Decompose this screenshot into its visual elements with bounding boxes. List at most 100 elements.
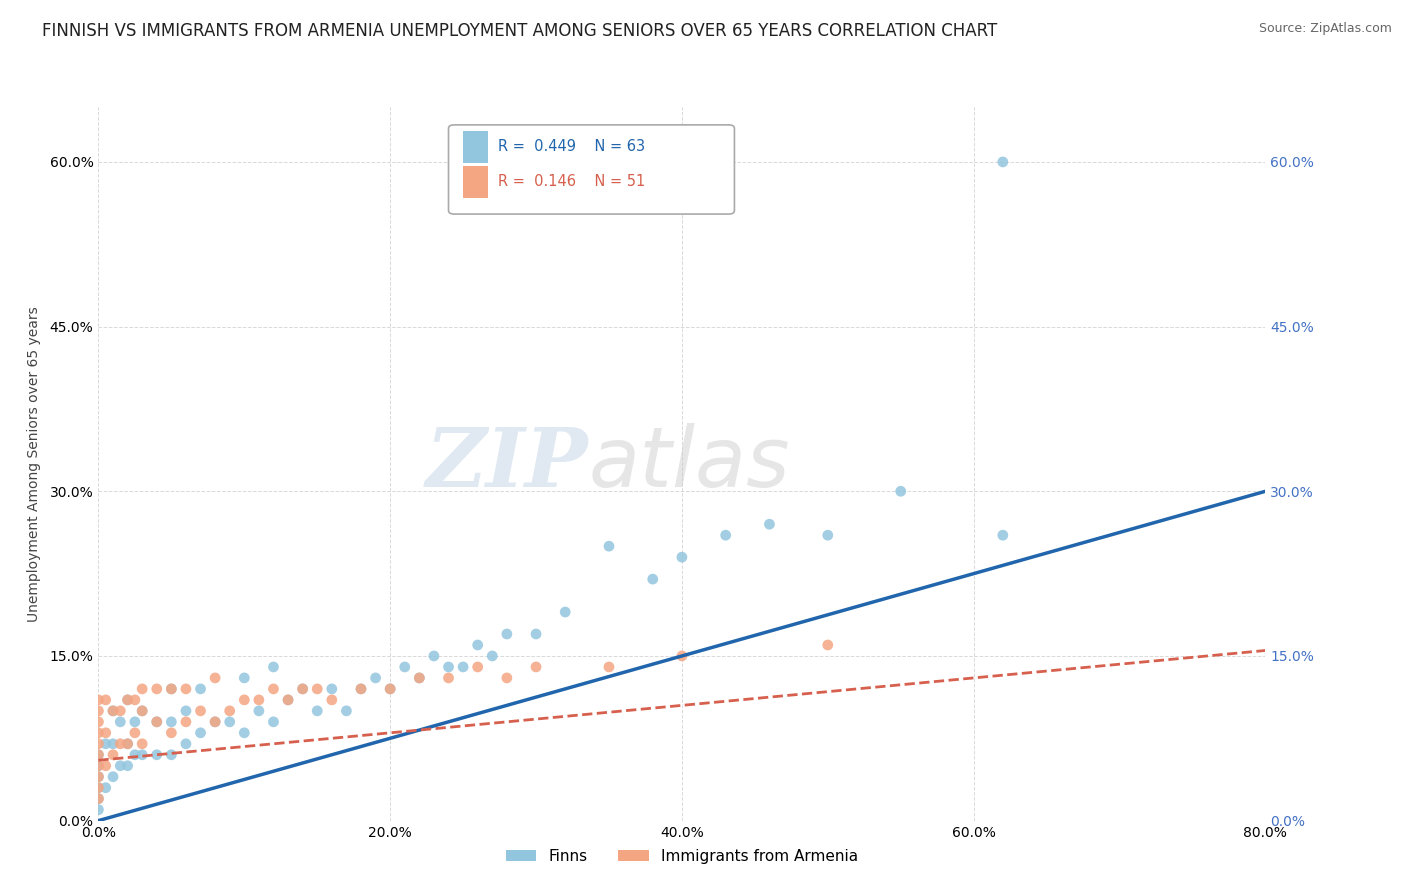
Point bbox=[262, 660, 284, 674]
Point bbox=[671, 550, 693, 565]
Point bbox=[641, 572, 664, 586]
Point bbox=[146, 681, 169, 696]
Point bbox=[291, 681, 314, 696]
Legend: Finns, Immigrants from Armenia: Finns, Immigrants from Armenia bbox=[499, 843, 865, 870]
FancyBboxPatch shape bbox=[449, 125, 734, 214]
Point bbox=[671, 648, 693, 663]
Point bbox=[190, 704, 212, 718]
Point bbox=[408, 671, 430, 685]
Text: ZIP: ZIP bbox=[426, 424, 589, 504]
Point bbox=[101, 704, 124, 718]
Point bbox=[87, 791, 110, 805]
Point bbox=[495, 627, 517, 641]
Point bbox=[87, 747, 110, 762]
Point bbox=[247, 704, 270, 718]
Point bbox=[758, 517, 780, 532]
Point bbox=[101, 770, 124, 784]
Point bbox=[817, 528, 839, 542]
Point bbox=[94, 726, 117, 740]
Point bbox=[101, 737, 124, 751]
Point bbox=[117, 693, 139, 707]
Point bbox=[495, 671, 517, 685]
Point bbox=[110, 704, 132, 718]
Point bbox=[87, 780, 110, 795]
Point bbox=[467, 660, 489, 674]
Point bbox=[117, 758, 139, 772]
Point bbox=[364, 671, 387, 685]
Point bbox=[117, 737, 139, 751]
FancyBboxPatch shape bbox=[463, 166, 488, 198]
Point bbox=[87, 770, 110, 784]
Point bbox=[291, 681, 314, 696]
Point bbox=[321, 693, 343, 707]
Point bbox=[131, 681, 153, 696]
FancyBboxPatch shape bbox=[463, 130, 488, 162]
Point bbox=[218, 704, 240, 718]
Point bbox=[124, 726, 146, 740]
Point bbox=[190, 726, 212, 740]
Point bbox=[131, 704, 153, 718]
Point bbox=[87, 726, 110, 740]
Point bbox=[394, 660, 416, 674]
Point bbox=[233, 726, 256, 740]
Point bbox=[117, 693, 139, 707]
Point bbox=[131, 747, 153, 762]
Point bbox=[350, 681, 373, 696]
Point bbox=[87, 704, 110, 718]
Point bbox=[991, 155, 1014, 169]
Point bbox=[277, 693, 299, 707]
Point bbox=[247, 693, 270, 707]
Point bbox=[190, 681, 212, 696]
Point bbox=[94, 693, 117, 707]
Point bbox=[714, 528, 737, 542]
Point bbox=[598, 660, 620, 674]
Text: Source: ZipAtlas.com: Source: ZipAtlas.com bbox=[1258, 22, 1392, 36]
Point bbox=[262, 681, 284, 696]
Point bbox=[481, 648, 503, 663]
Point bbox=[307, 704, 329, 718]
Point bbox=[160, 714, 183, 729]
Point bbox=[204, 671, 226, 685]
Point bbox=[124, 714, 146, 729]
Point bbox=[101, 747, 124, 762]
Point bbox=[87, 747, 110, 762]
Point bbox=[817, 638, 839, 652]
Point bbox=[204, 714, 226, 729]
Point bbox=[524, 627, 547, 641]
Point bbox=[991, 528, 1014, 542]
Point bbox=[87, 791, 110, 805]
Point bbox=[87, 714, 110, 729]
Point bbox=[110, 737, 132, 751]
Point bbox=[110, 758, 132, 772]
Point bbox=[233, 693, 256, 707]
Point bbox=[451, 660, 474, 674]
Point bbox=[218, 714, 240, 729]
Point bbox=[146, 714, 169, 729]
Point bbox=[437, 671, 460, 685]
Text: R =  0.146    N = 51: R = 0.146 N = 51 bbox=[498, 175, 645, 189]
Text: FINNISH VS IMMIGRANTS FROM ARMENIA UNEMPLOYMENT AMONG SENIORS OVER 65 YEARS CORR: FINNISH VS IMMIGRANTS FROM ARMENIA UNEMP… bbox=[42, 22, 997, 40]
Point bbox=[160, 747, 183, 762]
Point bbox=[335, 704, 357, 718]
Point bbox=[233, 671, 256, 685]
Text: atlas: atlas bbox=[589, 424, 790, 504]
Point bbox=[204, 714, 226, 729]
Point bbox=[321, 681, 343, 696]
Point bbox=[87, 693, 110, 707]
Point bbox=[160, 681, 183, 696]
Point bbox=[87, 758, 110, 772]
Point bbox=[262, 714, 284, 729]
Point bbox=[378, 681, 402, 696]
Point bbox=[378, 681, 402, 696]
Point bbox=[307, 681, 329, 696]
Point bbox=[174, 681, 197, 696]
Point bbox=[94, 780, 117, 795]
Point bbox=[174, 704, 197, 718]
Point bbox=[131, 737, 153, 751]
Point bbox=[174, 714, 197, 729]
Point bbox=[87, 737, 110, 751]
Point bbox=[87, 780, 110, 795]
Point bbox=[524, 660, 547, 674]
Point bbox=[467, 638, 489, 652]
Point bbox=[124, 747, 146, 762]
